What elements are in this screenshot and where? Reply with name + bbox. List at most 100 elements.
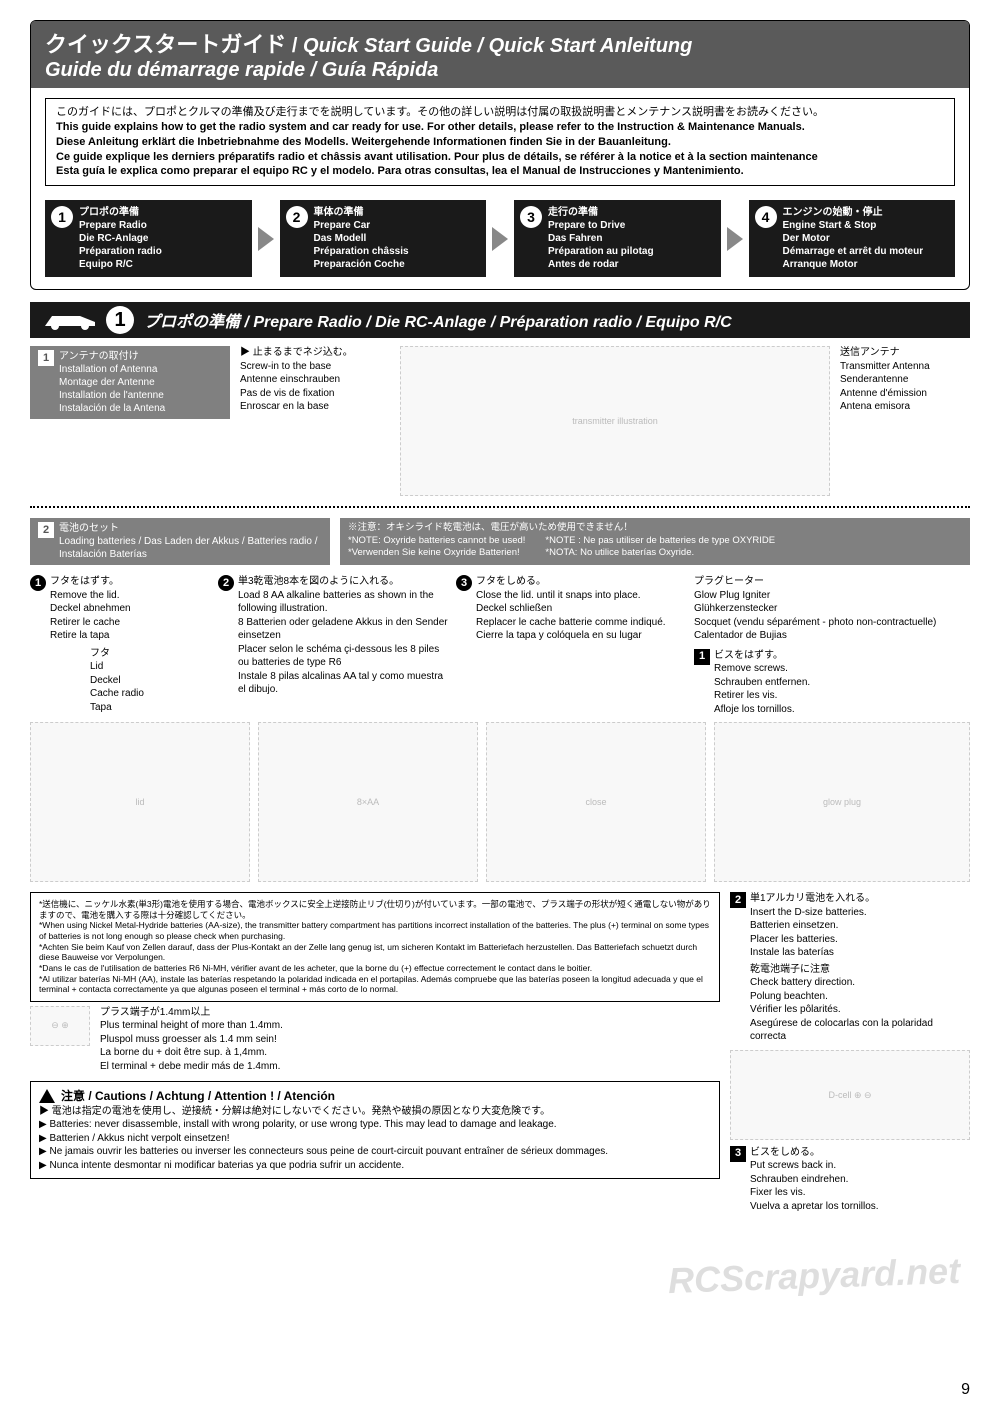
sub2-jp: 電池のセット — [59, 522, 322, 535]
sub2-num: 2 — [38, 522, 54, 538]
bat3-jp: フタをしめる。 — [476, 575, 666, 589]
lid-en: Lid — [90, 660, 210, 674]
step-fr: Préparation au pilotag — [548, 245, 654, 258]
g2-de: Batterien einsetzen. — [750, 919, 970, 933]
page-number: 9 — [961, 1381, 970, 1399]
oxy-jp: ※注意：オキシライド乾電池は、電圧が高いため使用できません！ — [348, 522, 962, 534]
antenna-fr: Antenne d'émission — [840, 387, 970, 401]
section-num: 1 — [106, 306, 134, 334]
lid-jp: フタ — [90, 647, 210, 661]
screwin-fr: Pas de vis de fixation — [240, 387, 390, 401]
step-num: 1 — [51, 206, 73, 228]
caution-jp: ▶ 電池は指定の電池を使用し、逆接続・分解は絶対にしないでください。発熱や破損の… — [39, 1105, 711, 1119]
warning-icon — [39, 1089, 55, 1103]
sub2-multi: Loading batteries / Das Laden der Akkus … — [59, 535, 322, 561]
g3-en: Put screws back in. — [750, 1159, 879, 1173]
antenna-de: Senderantenne — [840, 373, 970, 387]
step-en: Prepare to Drive — [548, 219, 654, 232]
battery-load-illustration: 8×AA — [258, 722, 478, 882]
caution-de: ▶ Batterien / Akkus nicht verpolt einset… — [39, 1132, 711, 1146]
notes-jp: *送信機に、ニッケル水素(単3形)電池を使用する場合、電池ボックスに安全上逆接防… — [39, 899, 711, 920]
plus-jp: プラス端子が1.4mm以上 — [100, 1006, 283, 1020]
terminal-illustration: ⊖ ⊕ — [30, 1006, 90, 1046]
sub1-num: 1 — [38, 350, 54, 366]
intro-fr: Ce guide explique les derniers préparati… — [56, 150, 944, 165]
screwin-label: ▶ 止まるまでネジ込む。 Screw-in to the base Antenn… — [240, 346, 390, 496]
transmitter-illustration: transmitter illustration — [400, 346, 830, 496]
g2b-fr: Vérifier les pôlarités. — [750, 1003, 970, 1017]
bat1-de: Deckel abnehmen — [50, 602, 131, 616]
title-en: Quick Start Guide / Quick Start Anleitun… — [303, 35, 692, 57]
notes-row: *送信機に、ニッケル水素(単3形)電池を使用する場合、電池ボックスに安全上逆接防… — [30, 892, 970, 1213]
notes-de: *Achten Sie beim Kauf von Zellen darauf,… — [39, 942, 711, 963]
step-fr: Préparation radio — [79, 245, 162, 258]
step-fr: Préparation châssis — [314, 245, 409, 258]
sub1-es: Instalación de la Antena — [59, 402, 165, 415]
g1-fr: Retirer les vis. — [714, 689, 810, 703]
step-num: 2 — [286, 206, 308, 228]
close-lid-illustration: close — [486, 722, 706, 882]
sub1-jp: アンテナの取付け — [59, 350, 165, 363]
bat3-fr: Replacer le cache batterie comme indiqué… — [476, 616, 666, 630]
arrow-icon — [258, 227, 274, 251]
bat2-es: Instale 8 pilas alcalinas AA tal y como … — [238, 670, 448, 697]
battery-steps: 1 フタをはずす。 Remove the lid. Deckel abnehme… — [30, 575, 970, 716]
plus-fr: La borne du + doit être sup. à 1,4mm. — [100, 1046, 283, 1060]
bat1-fr: Retirer le cache — [50, 616, 131, 630]
step-en: Prepare Car — [314, 219, 409, 232]
bat2-fr: Placer selon le schéma çi-dessous les 8 … — [238, 643, 448, 670]
intro-de: Diese Anleitung erklärt die Inbetriebnah… — [56, 135, 944, 150]
caution-title-text: 注意 / Cautions / Achtung / Attention ! / … — [61, 1088, 335, 1104]
section-1-bar: 1 プロポの準備 / Prepare Radio / Die RC-Anlage… — [30, 302, 970, 338]
sub2-label: 2 電池のセット Loading batteries / Das Laden d… — [30, 518, 330, 565]
bat1-num: 1 — [30, 575, 46, 591]
watermark: RCScrapyard.net — [667, 1250, 960, 1302]
title-line2: Guide du démarrage rapide / Guía Rápida — [45, 59, 438, 81]
step-en: Engine Start & Stop — [783, 219, 924, 232]
steps-row: 1 プロポの準備 Prepare Radio Die RC-Anlage Pré… — [31, 196, 969, 289]
step-de: Die RC-Anlage — [79, 232, 162, 245]
glow-fr: Socquet (vendu séparément - photo non-co… — [694, 616, 970, 630]
oxy-es: *NOTA: No utilice baterías Oxyride. — [545, 547, 775, 559]
caution-es: ▶ Nunca intente desmontar ni modificar b… — [39, 1159, 711, 1173]
notes-en: *When using Nickel Metal-Hydride batteri… — [39, 920, 711, 941]
lid-illustration: lid — [30, 722, 250, 882]
g1-es: Afloje los tornillos. — [714, 703, 810, 717]
g2b-es: Asegúrese de colocarlas con la polaridad… — [750, 1017, 970, 1044]
sub1-de: Montage der Antenne — [59, 376, 165, 389]
antenna-jp: 送信アンテナ — [840, 346, 970, 360]
plus-en: Plus terminal height of more than 1.4mm. — [100, 1019, 283, 1033]
g3-jp: ビスをしめる。 — [750, 1146, 879, 1160]
antenna-en: Transmitter Antenna — [840, 360, 970, 374]
g1-de: Schrauben entfernen. — [714, 676, 810, 690]
step-2: 2 車体の準備 Prepare Car Das Modell Préparati… — [280, 200, 487, 277]
antenna-es: Antena emisora — [840, 400, 970, 414]
glow-plug-illustration: glow plug — [714, 722, 970, 882]
g3-num: 3 — [730, 1146, 746, 1162]
nimh-notes: *送信機に、ニッケル水素(単3形)電池を使用する場合、電池ボックスに安全上逆接防… — [30, 892, 720, 1002]
g2-es: Instale las baterías — [750, 946, 970, 960]
glow-es: Calentador de Bujias — [694, 629, 970, 643]
step-jp: 車体の準備 — [314, 206, 409, 219]
oxy-en: *NOTE: Oxyride batteries cannot be used! — [348, 535, 525, 547]
bat2-en: Load 8 AA alkaline batteries as shown in… — [238, 589, 448, 616]
intro-box: このガイドには、プロポとクルマの準備及び走行までを説明しています。その他の詳しい… — [45, 98, 955, 186]
step-3: 3 走行の準備 Prepare to Drive Das Fahren Prép… — [514, 200, 721, 277]
caution-box: 注意 / Cautions / Achtung / Attention ! / … — [30, 1081, 720, 1179]
bat2-de: 8 Batterien oder geladene Akkus in den S… — [238, 616, 448, 643]
bat1-jp: フタをはずす。 — [50, 575, 131, 589]
step-es: Preparación Coche — [314, 258, 409, 271]
step-1: 1 プロポの準備 Prepare Radio Die RC-Anlage Pré… — [45, 200, 252, 277]
section-title: プロポの準備 / Prepare Radio / Die RC-Anlage /… — [144, 308, 732, 332]
g1-jp: ビスをはずす。 — [714, 649, 810, 663]
step-es: Equipo R/C — [79, 258, 162, 271]
caution-title: 注意 / Cautions / Achtung / Attention ! / … — [39, 1088, 711, 1104]
g1-num: 1 — [694, 649, 710, 665]
glow-de: Glühkerzenstecker — [694, 602, 970, 616]
page-container: クイックスタートガイド / Quick Start Guide / Quick … — [0, 0, 1000, 1417]
step-es: Antes de rodar — [548, 258, 654, 271]
step-fr: Démarrage et arrêt du moteur — [783, 245, 924, 258]
g3-de: Schrauben eindrehen. — [750, 1173, 879, 1187]
screwin-de: Antenne einschrauben — [240, 373, 390, 387]
step-jp: プロポの準備 — [79, 206, 162, 219]
